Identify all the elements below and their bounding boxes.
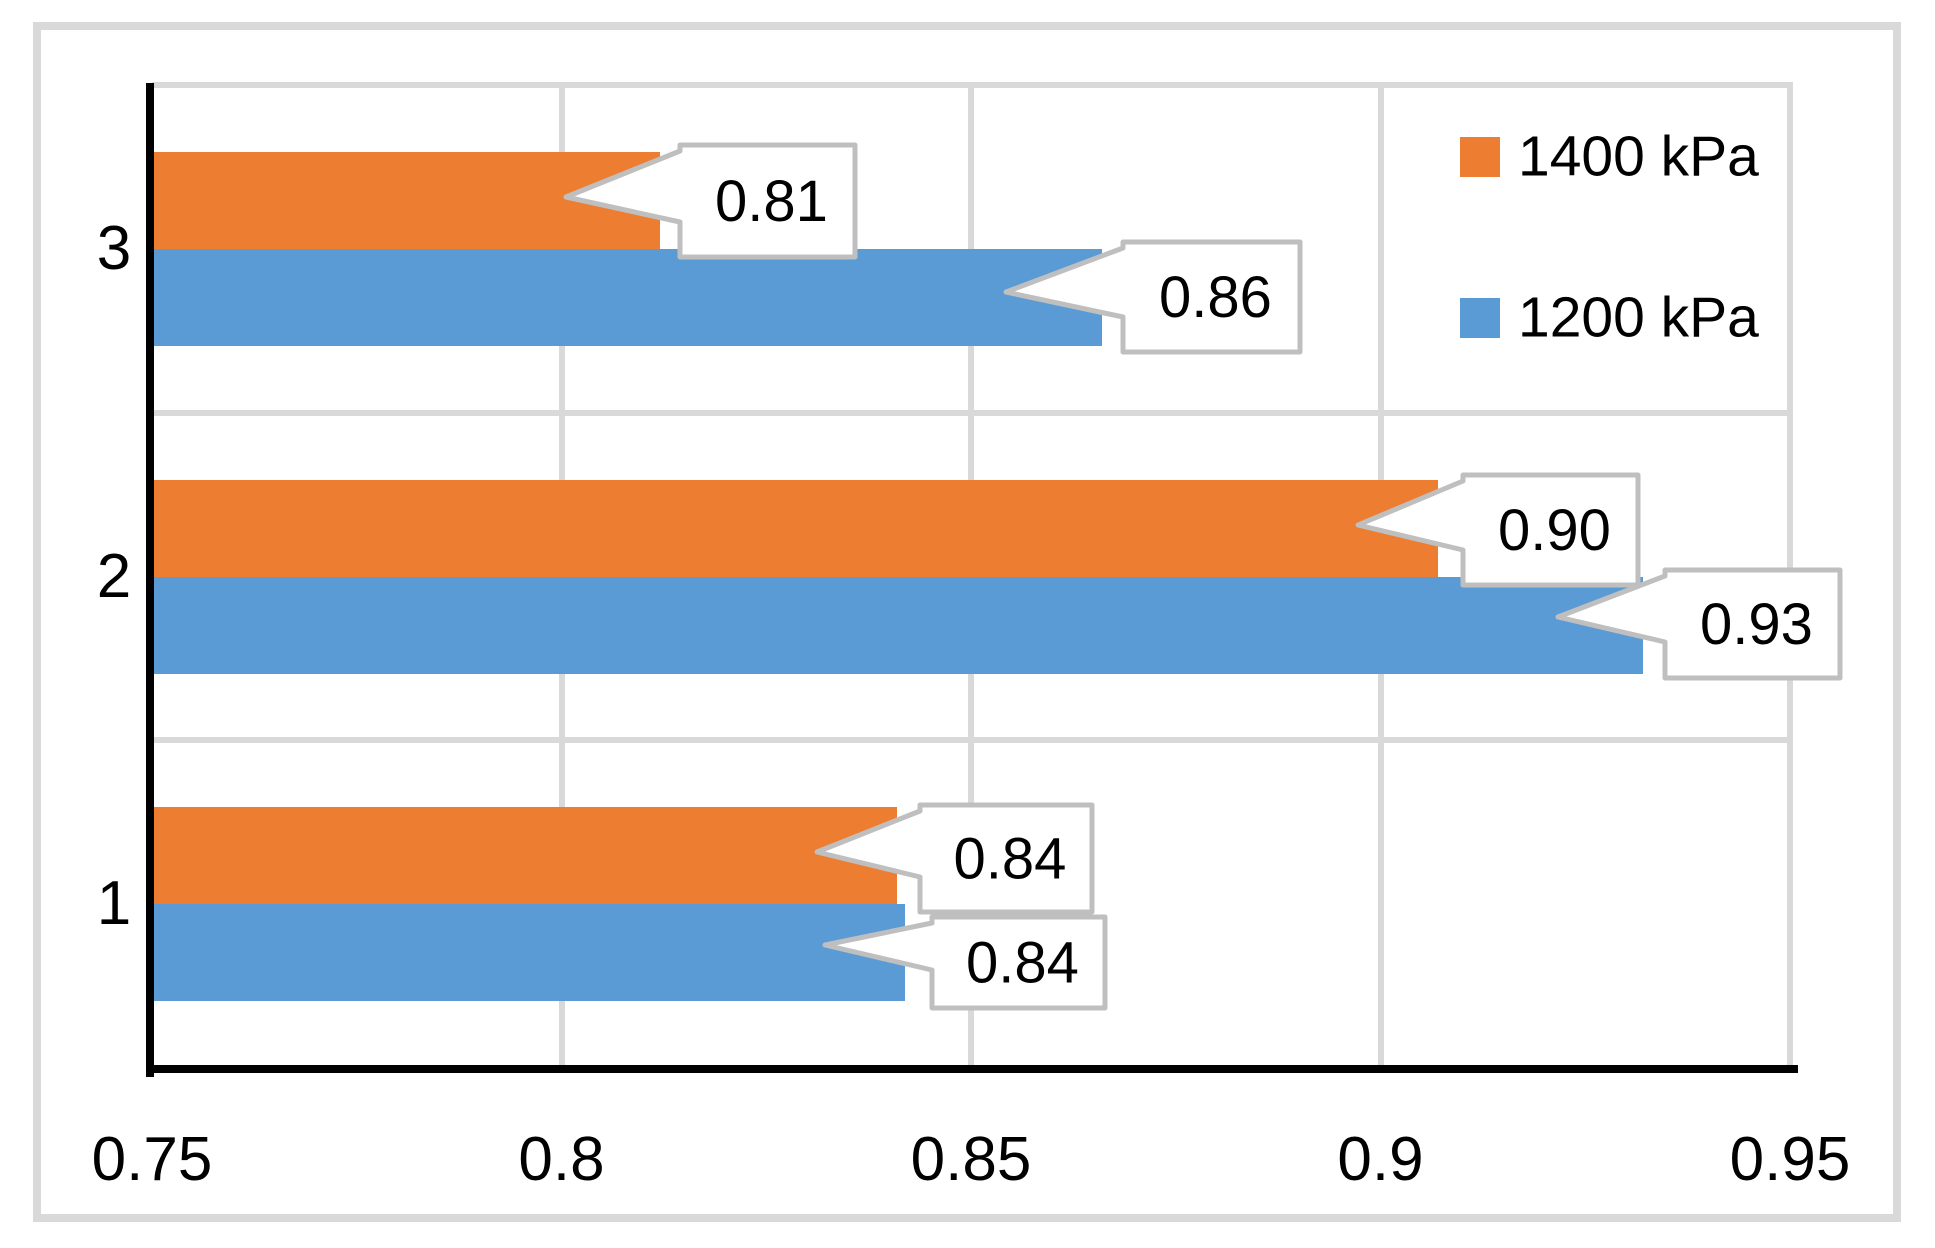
x-tick-0.85: 0.85 [910, 1125, 1032, 1194]
horizontal-gridline-row-1 [152, 409, 1793, 416]
legend-label-1200kPa: 1200 kPa [1518, 285, 1759, 350]
vertical-gridline-0.95 [1787, 85, 1793, 1068]
x-tick-0.9: 0.9 [1337, 1125, 1424, 1194]
category-label-2: 2 [96, 541, 132, 611]
legend-marker-1200kPa [1460, 298, 1500, 338]
bar-1400kPa-cat3 [152, 151, 660, 249]
figure-border-frame [33, 22, 1901, 1222]
bar-1400kPa-cat1 [152, 807, 898, 905]
x-tick-0.8: 0.8 [518, 1125, 605, 1194]
bar-1200kPa-cat3 [152, 248, 1103, 346]
x-axis-line [146, 1065, 1798, 1073]
bar-1200kPa-cat1 [152, 904, 906, 1002]
bar-1400kPa-cat2 [152, 479, 1438, 577]
legend-marker-1400kPa [1460, 137, 1500, 177]
bar-1200kPa-cat2 [152, 576, 1643, 674]
x-tick-0.75: 0.75 [91, 1125, 213, 1194]
category-label-1: 1 [96, 869, 132, 939]
legend-label-1400kPa: 1400 kPa [1518, 124, 1759, 189]
horizontal-gridline-row-0 [152, 82, 1793, 88]
x-tick-0.95: 0.95 [1729, 1125, 1851, 1194]
y-axis-line [146, 83, 154, 1077]
horizontal-gridline-row-2 [152, 737, 1793, 744]
category-label-3: 3 [96, 213, 132, 283]
